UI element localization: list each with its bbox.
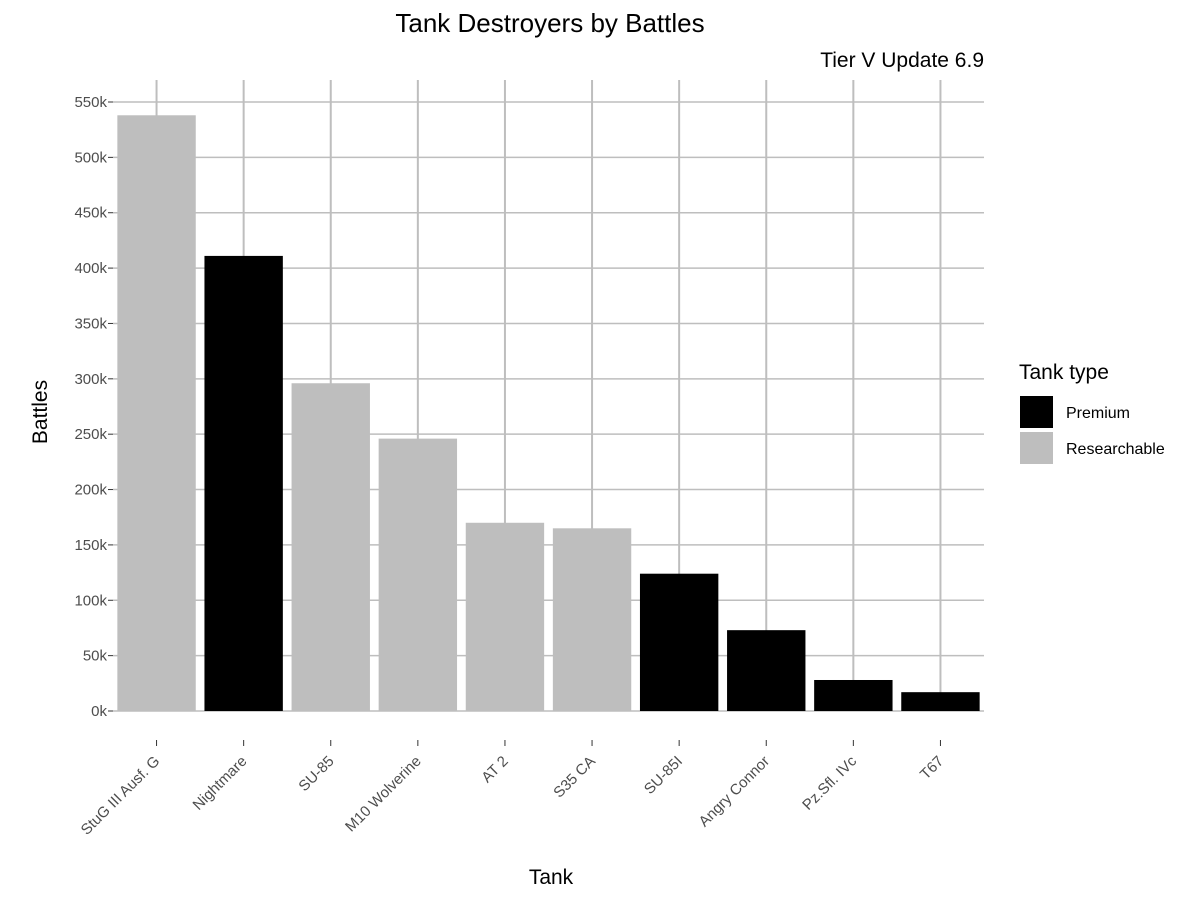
legend-label: Researchable — [1066, 441, 1165, 458]
y-tick-label: 550k — [74, 94, 107, 111]
bar — [901, 692, 980, 711]
legend-swatch — [1020, 396, 1053, 428]
chart-subtitle: Tier V Update 6.9 — [820, 49, 984, 72]
x-tick-label: Pz.Sfl. IVc — [799, 752, 860, 813]
x-tick-label: M10 Wolverine — [342, 753, 425, 836]
bar — [117, 115, 196, 711]
x-axis-title: Tank — [529, 866, 574, 889]
x-tick-label: StuG III Ausf. G — [78, 753, 164, 839]
bar — [378, 438, 458, 711]
x-tick-label: SU-85I — [641, 753, 686, 798]
x-tick-label: AT 2 — [478, 753, 511, 786]
y-tick-label: 400k — [74, 260, 107, 277]
bar — [291, 383, 370, 711]
x-tick-label: SU-85 — [295, 753, 337, 795]
y-tick-label: 0k — [91, 703, 107, 720]
y-tick-label: 500k — [74, 149, 107, 166]
x-tick-label: Nightmare — [190, 753, 251, 814]
bar — [639, 573, 719, 711]
y-tick-label: 200k — [74, 482, 107, 499]
x-tick-label: S35 CA — [550, 753, 599, 802]
y-tick-label: 300k — [74, 371, 107, 388]
bars — [117, 115, 980, 712]
bar — [814, 679, 893, 711]
bar — [465, 522, 545, 711]
y-tick-label: 350k — [74, 315, 107, 332]
x-tick-label: Angry Connor — [696, 753, 773, 830]
y-tick-label: 50k — [83, 648, 108, 665]
legend-title: Tank type — [1019, 361, 1109, 384]
bar — [204, 255, 283, 712]
y-tick-label: 100k — [74, 592, 107, 609]
legend-swatch — [1020, 432, 1053, 464]
y-tick-label: 250k — [74, 426, 107, 443]
legend: Tank type Premium Researchable — [1019, 361, 1165, 464]
y-tick-label: 450k — [74, 205, 107, 222]
chart-title: Tank Destroyers by Battles — [395, 8, 704, 38]
y-tick-label: 150k — [74, 537, 107, 554]
x-axis: StuG III Ausf. G Nightmare SU-85 M10 Wolver… — [78, 740, 947, 839]
x-tick-label: T67 — [917, 753, 947, 783]
bar — [727, 630, 806, 711]
bar — [552, 528, 632, 711]
y-axis-title: Battles — [29, 380, 52, 444]
y-axis: 0k 50k 100k 150k 200k 250k 300k 350k 400k 450k 500… — [74, 94, 113, 720]
legend-label: Premium — [1066, 405, 1130, 422]
